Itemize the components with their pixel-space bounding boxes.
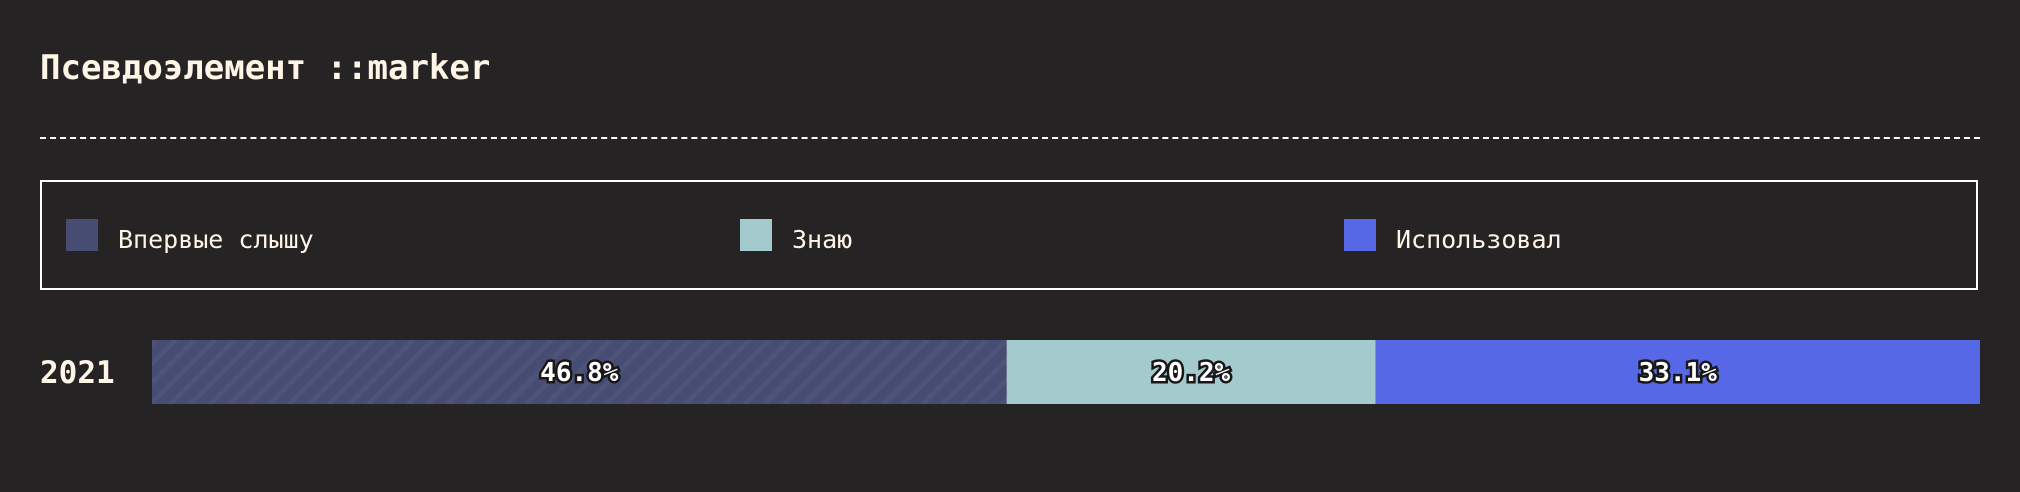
segment-label-used: 33.1% xyxy=(1639,358,1718,388)
segment-label-know: 20.2% xyxy=(1152,358,1231,388)
category-label-2021: 2021 xyxy=(40,355,115,391)
legend-label-know: Знаю xyxy=(792,219,852,252)
chart-svg: 46.8% 20.2% 33.1% xyxy=(152,340,1980,404)
legend-item-used: Использовал xyxy=(1344,218,1562,252)
dashed-divider xyxy=(40,137,1980,139)
stacked-bar-chart: 46.8% 20.2% 33.1% xyxy=(152,340,1980,404)
chart-legend: Впервые слышу Знаю Использовал xyxy=(40,180,1978,290)
segment-label-first-hear: 46.8% xyxy=(540,358,619,388)
legend-item-know: Знаю xyxy=(740,218,852,252)
legend-label-used: Использовал xyxy=(1396,219,1562,252)
legend-swatch-first-hear xyxy=(66,219,98,251)
legend-item-first-hear: Впервые слышу xyxy=(66,218,314,252)
legend-swatch-used xyxy=(1344,219,1376,251)
legend-label-first-hear: Впервые слышу xyxy=(118,219,314,252)
page-title: Псевдоэлемент ::marker xyxy=(40,48,490,88)
legend-swatch-know xyxy=(740,219,772,251)
